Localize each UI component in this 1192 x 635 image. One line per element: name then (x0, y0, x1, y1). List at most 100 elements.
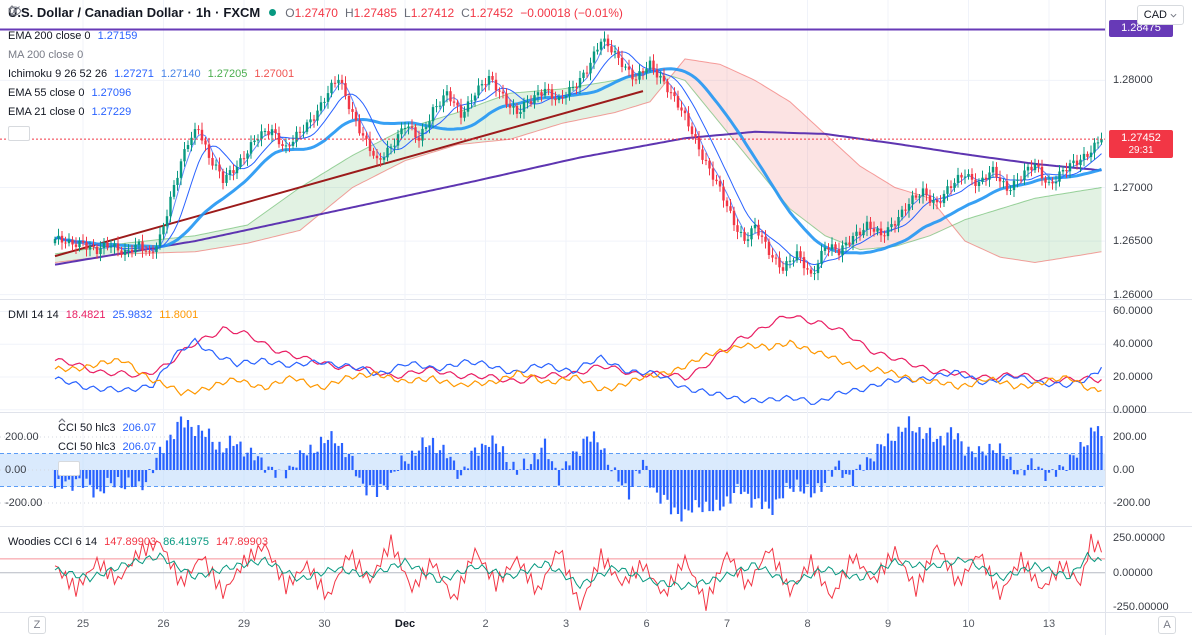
indicator-value: 25.9832 (112, 308, 153, 321)
indicator-row-woodies[interactable]: Woodies CCI 6 14 147.89903 86.41975 147.89… (8, 532, 275, 551)
time-tick-label: 13 (1042, 618, 1056, 630)
indicator-value: 1.27271 (114, 67, 154, 80)
exchange-label[interactable]: FXCM (223, 5, 261, 20)
axis-tick-label: 0.00000 (1113, 566, 1153, 579)
indicator-value: 1.27096 (91, 86, 132, 99)
indicator-row-ma200[interactable]: MA 200 close 0 (8, 6, 623, 64)
axis-tick-label: -200.00 (5, 497, 43, 510)
title-separator: · (215, 5, 220, 20)
indicator-row-dmi[interactable]: DMI 14 14 18.4821 25.9832 11.8001 (8, 305, 205, 324)
indicator-values: 1.27271 1.27140 1.27205 1.27001 (114, 68, 301, 80)
time-tick-label: 3 (562, 618, 570, 630)
indicator-label[interactable]: EMA 21 close 0 (8, 105, 85, 118)
price-change: −0.00018 (−0.01%) (520, 5, 623, 20)
current-price-badge[interactable]: 1.27452 29:31 (1109, 130, 1173, 159)
cci-pane[interactable]: 200.00 0.00 -200.00 CCI 50 hlc3 206.07 CCI… (0, 413, 1105, 527)
symbol-title[interactable]: U.S. Dollar / Canadian Dollar (8, 5, 184, 20)
indicator-value: 147.89903 (104, 535, 157, 548)
indicator-label[interactable]: EMA 200 close 0 (8, 29, 91, 42)
dmi-pane[interactable]: DMI 14 14 18.4821 25.9832 11.8001 (0, 300, 1105, 413)
time-tick-label: 8 (804, 618, 811, 630)
axis-tick-label: 0.00 (1113, 464, 1135, 476)
candlestick-chart[interactable] (0, 0, 1105, 300)
cci-left-scale[interactable]: 200.00 0.00 -200.00 (0, 413, 50, 526)
axis-tick-label: 1.27000 (1113, 181, 1153, 194)
indicator-label[interactable]: CCI 50 hlc3 (58, 421, 116, 434)
indicator-values: 1.27096 (91, 87, 138, 99)
axis-tick-label: 1.28000 (1113, 74, 1153, 87)
axis-tick-label: 20.0000 (1113, 370, 1153, 383)
indicator-label[interactable]: DMI 14 14 (8, 308, 59, 321)
price-scale-dmi[interactable]: 60.0000 40.0000 20.0000 0.0000 (1106, 300, 1192, 416)
axis-tick-label: 0.0000 (1113, 403, 1147, 416)
indicator-values: 206.07 (122, 441, 163, 453)
currency-label: CAD (1143, 9, 1167, 21)
axis-tick-label: 0.00 (5, 464, 27, 476)
axis-tick-label: 40.0000 (1113, 338, 1153, 351)
chevron-down-icon (1170, 13, 1177, 18)
price-axis[interactable]: CAD 1.28000 1.27000 1.26500 1.26000 1.28475 1… (1105, 0, 1192, 635)
indicator-value: 206.07 (122, 440, 157, 453)
indicator-value: 1.27229 (91, 105, 132, 118)
indicator-row-ema55[interactable]: EMA 55 close 0 1.27096 (8, 83, 623, 102)
ohlc-key-open: O (285, 5, 295, 20)
time-axis[interactable]: 25 26 29 30 Dec 2 3 6 7 8 9 10 13 (0, 613, 1105, 635)
symbol-title-row: U.S. Dollar / Canadian Dollar · 1h · FXC… (8, 5, 623, 20)
ohlc-value-high: 1.27485 (353, 5, 398, 20)
time-tick-label: 26 (157, 618, 170, 630)
collapse-indicators-button[interactable] (8, 5, 30, 141)
indicator-value: 1.27159 (97, 29, 138, 42)
axis-tick-label: -250.00000 (1113, 601, 1169, 614)
main-price-pane[interactable]: U.S. Dollar / Canadian Dollar · 1h · FXC… (0, 0, 1105, 300)
woodies-plot (0, 527, 1105, 613)
collapse-cci-button[interactable] (58, 418, 80, 476)
indicator-value: 86.41975 (163, 535, 209, 548)
ohlc-key-high: H (344, 5, 354, 20)
indicator-value: 1.27205 (207, 67, 248, 80)
indicator-row-ema21[interactable]: EMA 21 close 0 1.27229 (8, 102, 623, 121)
ohlc-value-open: 1.27470 (294, 5, 338, 20)
dmi-legend: DMI 14 14 18.4821 25.9832 11.8001 (8, 305, 205, 324)
indicator-value: 206.07 (122, 421, 157, 434)
time-tick-label: 29 (237, 618, 251, 630)
interval-label[interactable]: 1h (195, 5, 212, 20)
indicator-label[interactable]: CCI 50 hlc3 (58, 440, 116, 453)
indicator-row-cci-2[interactable]: CCI 50 hlc3 206.07 (58, 437, 163, 456)
indicator-label[interactable]: Woodies CCI 6 14 (8, 535, 98, 548)
indicator-value: 11.8001 (159, 308, 199, 321)
timezone-button[interactable]: Z (28, 616, 46, 634)
axis-tick-label: 1.26000 (1113, 288, 1153, 301)
time-tick-label: 7 (723, 618, 731, 630)
indicator-row-cci-1[interactable]: CCI 50 hlc3 206.07 (58, 418, 163, 437)
currency-selector-button[interactable]: CAD (1136, 5, 1184, 25)
indicator-values: 1.27159 (98, 30, 145, 42)
chevron-up-icon (58, 418, 66, 423)
price-scale-main[interactable]: 1.28000 1.27000 1.26500 1.26000 1.28475 1.274… (1106, 0, 1192, 301)
indicator-label[interactable]: Ichimoku 9 26 52 26 (8, 67, 108, 80)
axis-tick-label: 60.0000 (1113, 305, 1153, 318)
indicator-values: 18.4821 25.9832 11.8001 (66, 309, 205, 321)
auto-scale-button[interactable]: A (1158, 616, 1176, 634)
time-tick-label: Dec (394, 618, 416, 630)
indicator-value: 1.27001 (254, 67, 295, 80)
time-tick-label: 9 (884, 618, 892, 630)
indicator-row-ema200[interactable]: EMA 200 close 0 1.27159 (8, 26, 623, 45)
title-separator: · (187, 5, 192, 20)
time-tick-label: 2 (482, 618, 489, 630)
price-scale-woodies[interactable]: 250.00000 0.00000 -250.00000 (1106, 527, 1192, 613)
indicator-label[interactable]: MA 200 close 0 (8, 48, 84, 61)
axis-tick-label: 250.00000 (1113, 532, 1165, 545)
woodies-pane[interactable]: Woodies CCI 6 14 147.89903 86.41975 147.89… (0, 527, 1105, 613)
axis-tick-label: 200.00 (5, 430, 39, 443)
indicator-value: 1.27140 (160, 67, 201, 80)
indicator-label[interactable]: EMA 55 close 0 (8, 86, 85, 99)
indicator-row-ichimoku[interactable]: Ichimoku 9 26 52 26 1.27271 1.27140 1.2720… (8, 64, 623, 83)
ohlc-key-close: C (461, 5, 470, 20)
indicator-value: 18.4821 (65, 308, 106, 321)
indicator-values: 147.89903 86.41975 147.89903 (104, 536, 275, 548)
price-scale-cci[interactable]: 200.00 0.00 -200.00 (1106, 413, 1192, 527)
axis-tick-label: 1.26500 (1113, 235, 1153, 248)
main-legend: U.S. Dollar / Canadian Dollar · 1h · FXC… (8, 5, 623, 141)
dmi-plot (0, 300, 1105, 413)
